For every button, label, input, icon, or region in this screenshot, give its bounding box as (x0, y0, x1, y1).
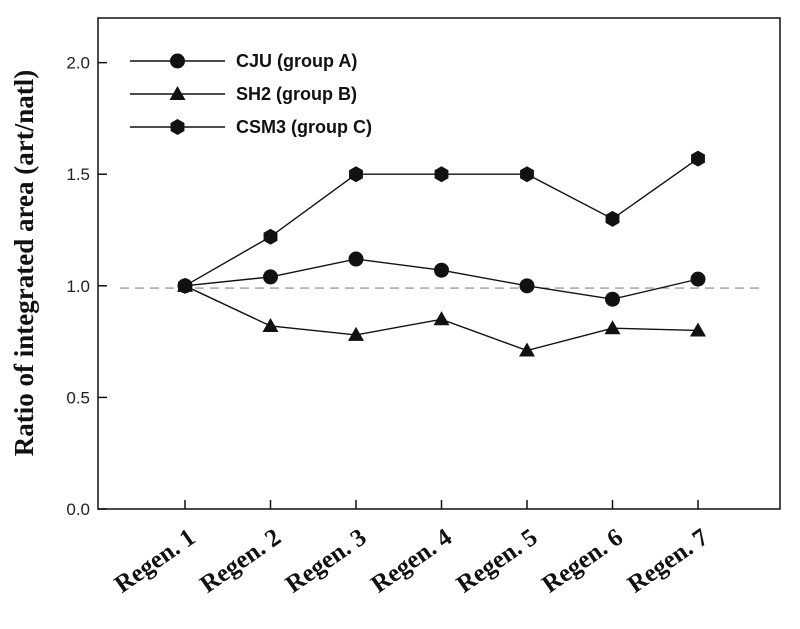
data-point (434, 262, 449, 278)
x-tick-label: Regen. 1 (110, 524, 201, 599)
plot-frame (97, 17, 781, 510)
legend-item: SH2 (group B) (130, 84, 357, 104)
y-tick-label: 2.0 (66, 54, 90, 73)
data-point (433, 311, 450, 326)
data-point (690, 322, 706, 337)
data-point (263, 228, 278, 245)
data-point (690, 271, 706, 287)
data-point (691, 150, 705, 167)
data-point (605, 210, 620, 227)
y-tick-label: 0.5 (66, 388, 90, 407)
y-tick-label: 1.5 (66, 165, 90, 184)
legend-marker (170, 119, 185, 135)
data-point (520, 166, 534, 183)
series-triangle (177, 277, 706, 357)
data-point (519, 278, 535, 294)
x-tick-label: Regen. 7 (623, 524, 714, 599)
data-point (434, 166, 449, 183)
legend-label: CJU (group A) (236, 51, 357, 71)
legend-label: SH2 (group B) (236, 84, 357, 104)
x-tick-label: Regen. 4 (366, 524, 457, 599)
legend-marker (170, 53, 185, 69)
y-tick-label: 0.0 (66, 500, 90, 519)
legend-label: CSM3 (group C) (236, 117, 372, 137)
series-circle (177, 251, 706, 307)
legend-item: CSM3 (group C) (130, 117, 372, 137)
y-axis: 0.0 0.5 1.0 1.5 2.0 (66, 54, 107, 519)
series-hexagon (178, 150, 705, 294)
x-tick-label: Regen. 6 (537, 524, 628, 599)
data-point (605, 291, 620, 307)
y-tick-label: 1.0 (66, 277, 90, 296)
data-point (604, 320, 621, 335)
data-point (348, 326, 364, 341)
data-point (348, 251, 364, 267)
data-point (263, 269, 278, 285)
legend: CJU (group A) SH2 (group B) CSM3 (group C) (130, 51, 372, 137)
series-layer (177, 150, 706, 357)
x-tick-label: Regen. 3 (281, 524, 372, 599)
legend-item: CJU (group A) (130, 51, 357, 71)
legend-marker (169, 86, 186, 100)
x-tick-label: Regen. 2 (195, 524, 286, 599)
y-axis-label: Ratio of integrated area (art/natl) (9, 70, 39, 456)
data-point (178, 277, 192, 294)
data-point (519, 342, 535, 357)
data-point (262, 317, 279, 332)
x-tick-label: Regen. 5 (452, 524, 543, 599)
data-point (349, 166, 363, 183)
